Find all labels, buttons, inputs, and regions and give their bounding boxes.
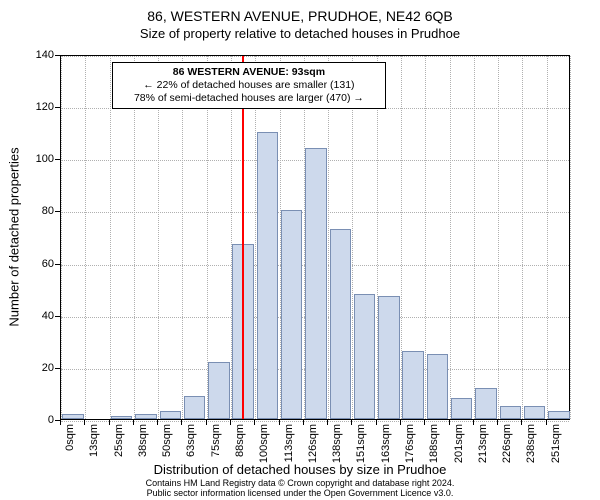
highlight-vertical-line bbox=[242, 56, 244, 419]
histogram-bar bbox=[305, 148, 326, 419]
x-tick-mark bbox=[303, 420, 304, 425]
x-tick-label: 251sqm bbox=[550, 424, 562, 463]
y-tick-label: 120 bbox=[14, 101, 54, 113]
footer-line: Contains HM Land Registry data © Crown c… bbox=[146, 478, 455, 498]
y-tick-label: 60 bbox=[14, 258, 54, 270]
x-tick-mark bbox=[449, 420, 450, 425]
x-tick-label: 113sqm bbox=[283, 424, 295, 462]
y-axis-title: Number of detached properties bbox=[7, 137, 22, 337]
x-tick-label: 88sqm bbox=[234, 424, 246, 457]
x-tick-label: 75sqm bbox=[210, 424, 222, 457]
x-tick-mark bbox=[376, 420, 377, 425]
gridline-horizontal bbox=[61, 421, 569, 422]
y-tick-label: 140 bbox=[14, 49, 54, 61]
x-tick-mark bbox=[254, 420, 255, 425]
annotation-box: 86 WESTERN AVENUE: 93sqm ← 22% of detach… bbox=[112, 62, 386, 109]
histogram-bar bbox=[475, 388, 496, 419]
x-tick-label: 163sqm bbox=[380, 424, 392, 463]
histogram-bar bbox=[135, 414, 156, 419]
x-tick-mark bbox=[497, 420, 498, 425]
bars-container bbox=[61, 56, 569, 419]
x-tick-label: 238sqm bbox=[525, 424, 537, 463]
y-tick-label: 40 bbox=[14, 310, 54, 322]
x-tick-mark bbox=[521, 420, 522, 425]
histogram-bar bbox=[354, 294, 375, 419]
x-tick-label: 63sqm bbox=[185, 424, 197, 457]
x-tick-label: 138sqm bbox=[331, 424, 343, 463]
x-tick-mark bbox=[351, 420, 352, 425]
histogram-bar bbox=[184, 396, 205, 419]
x-tick-label: 213sqm bbox=[477, 424, 489, 463]
x-tick-label: 151sqm bbox=[355, 424, 367, 463]
x-tick-label: 50sqm bbox=[161, 424, 173, 457]
y-tick-label: 100 bbox=[14, 153, 54, 165]
x-tick-mark bbox=[84, 420, 85, 425]
footer-text: Contains HM Land Registry data © Crown c… bbox=[0, 478, 600, 498]
annotation-line3: 78% of semi-detached houses are larger (… bbox=[119, 92, 379, 105]
x-tick-label: 201sqm bbox=[453, 424, 465, 463]
histogram-bar bbox=[402, 351, 423, 419]
x-tick-mark bbox=[424, 420, 425, 425]
x-tick-mark bbox=[327, 420, 328, 425]
x-tick-mark bbox=[400, 420, 401, 425]
histogram-bar bbox=[160, 411, 181, 419]
histogram-bar bbox=[451, 398, 472, 419]
x-tick-mark bbox=[133, 420, 134, 425]
annotation-line2: ← 22% of detached houses are smaller (13… bbox=[119, 79, 379, 92]
x-tick-label: 13sqm bbox=[88, 424, 100, 457]
x-axis-title: Distribution of detached houses by size … bbox=[0, 462, 600, 477]
histogram-bar bbox=[111, 416, 132, 419]
x-tick-mark bbox=[279, 420, 280, 425]
histogram-bar bbox=[427, 354, 448, 419]
x-tick-label: 25sqm bbox=[113, 424, 125, 457]
x-tick-label: 176sqm bbox=[404, 424, 416, 463]
y-tick-label: 80 bbox=[14, 205, 54, 217]
chart-title-line2: Size of property relative to detached ho… bbox=[0, 26, 600, 41]
x-tick-label: 188sqm bbox=[428, 424, 440, 463]
annotation-line1: 86 WESTERN AVENUE: 93sqm bbox=[119, 66, 379, 79]
histogram-bar bbox=[548, 411, 569, 419]
x-tick-mark bbox=[109, 420, 110, 425]
y-tick-label: 20 bbox=[14, 362, 54, 374]
x-tick-mark bbox=[473, 420, 474, 425]
x-tick-label: 38sqm bbox=[137, 424, 149, 457]
x-tick-mark bbox=[546, 420, 547, 425]
histogram-bar bbox=[281, 210, 302, 419]
histogram-bar bbox=[330, 229, 351, 419]
chart-canvas: 86, WESTERN AVENUE, PRUDHOE, NE42 6QB Si… bbox=[0, 0, 600, 500]
x-tick-mark bbox=[230, 420, 231, 425]
y-tick-label: 0 bbox=[14, 414, 54, 426]
x-tick-label: 100sqm bbox=[258, 424, 270, 463]
plot-area: 86 WESTERN AVENUE: 93sqm ← 22% of detach… bbox=[60, 55, 570, 420]
histogram-bar bbox=[208, 362, 229, 419]
x-tick-mark bbox=[206, 420, 207, 425]
chart-title-line1: 86, WESTERN AVENUE, PRUDHOE, NE42 6QB bbox=[0, 8, 600, 24]
histogram-bar bbox=[500, 406, 521, 419]
x-tick-mark bbox=[181, 420, 182, 425]
x-tick-mark bbox=[157, 420, 158, 425]
x-tick-label: 126sqm bbox=[307, 424, 319, 463]
x-tick-label: 226sqm bbox=[501, 424, 513, 463]
x-tick-mark bbox=[60, 420, 61, 425]
gridline-vertical bbox=[570, 56, 571, 419]
histogram-bar bbox=[257, 132, 278, 419]
x-tick-label: 0sqm bbox=[64, 424, 76, 451]
histogram-bar bbox=[524, 406, 545, 419]
histogram-bar bbox=[62, 414, 83, 419]
histogram-bar bbox=[378, 296, 399, 419]
